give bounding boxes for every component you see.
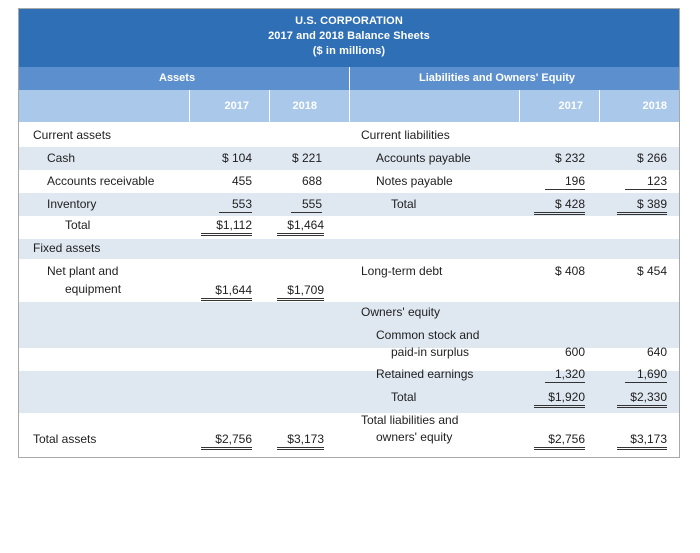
common-stock-label: Common stock and [376, 328, 480, 342]
total-assets-2017: $2,756 [201, 432, 252, 450]
ltd-2017: $ 408 [554, 264, 585, 278]
retained-earnings-2018: 1,690 [625, 367, 667, 383]
receivable-label: Accounts receivable [47, 174, 155, 188]
inventory-2017: 553 [219, 197, 252, 213]
liabilities-year-2017: 2017 [558, 100, 583, 112]
liab-total-2017: $ 428 [534, 197, 585, 215]
column-separator [189, 90, 190, 122]
common-stock-label-2: paid-in surplus [391, 345, 470, 359]
assets-total-label: Total [65, 218, 91, 232]
notes-label: Notes payable [376, 174, 453, 188]
tle-2018: $3,173 [617, 432, 667, 450]
total-assets-2018: $3,173 [277, 432, 324, 450]
units-note: ($ in millions) [312, 45, 386, 57]
table-title: U.S. CORPORATION 2017 and 2018 Balance S… [19, 9, 679, 67]
inventory-2018: 555 [291, 197, 322, 213]
notes-2018: 123 [625, 174, 667, 190]
year-header-row: 2017 2018 2017 2018 [19, 90, 679, 122]
section-header-row: Assets Liabilities and Owners' Equity [19, 67, 679, 90]
fixed-assets-heading: Fixed assets [33, 241, 101, 255]
retained-earnings-label: Retained earnings [376, 367, 474, 381]
common-stock-2017: 600 [564, 345, 585, 359]
shaded-row [19, 193, 679, 216]
net-plant-label: Net plant and [47, 264, 119, 278]
shaded-row [19, 239, 679, 259]
receivable-2018: 688 [301, 174, 322, 188]
tle-label-2: owners' equity [376, 430, 453, 444]
common-stock-2018: 640 [646, 345, 667, 359]
inventory-label: Inventory [47, 197, 97, 211]
receivable-2017: 455 [231, 174, 252, 188]
equity-total-2017: $1,920 [534, 390, 585, 408]
liab-total-2018: $ 389 [617, 197, 667, 215]
equity-total-label: Total [391, 390, 417, 404]
current-assets-heading: Current assets [33, 128, 112, 142]
net-plant-label-2: equipment [65, 282, 122, 296]
column-separator [349, 90, 350, 122]
net-plant-2018: $1,709 [277, 283, 324, 301]
payable-2018: $ 266 [636, 151, 667, 165]
retained-earnings-2017: 1,320 [545, 367, 585, 383]
assets-header: Assets [159, 72, 196, 84]
liabilities-header: Liabilities and Owners' Equity [419, 72, 576, 84]
column-separator [269, 90, 270, 122]
assets-total-2017: $1,112 [201, 218, 252, 236]
shaded-row [19, 147, 679, 170]
payable-label: Accounts payable [376, 151, 471, 165]
cash-label: Cash [47, 151, 76, 165]
assets-year-2017: 2017 [224, 100, 249, 112]
equity-total-2018: $2,330 [617, 390, 667, 408]
current-liabilities-heading: Current liabilities [361, 128, 450, 142]
tle-2017: $2,756 [534, 432, 585, 450]
assets-year-2018: 2018 [292, 100, 317, 112]
company-name: U.S. CORPORATION [295, 15, 403, 27]
liab-total-label: Total [391, 197, 417, 211]
notes-2017: 196 [545, 174, 585, 190]
owners-equity-heading: Owners' equity [361, 305, 440, 319]
cash-2018: $ 221 [291, 151, 322, 165]
tle-label: Total liabilities and [361, 413, 459, 427]
balance-sheet-table: U.S. CORPORATION 2017 and 2018 Balance S… [18, 8, 680, 458]
payable-2017: $ 232 [554, 151, 585, 165]
sheet-subtitle: 2017 and 2018 Balance Sheets [268, 30, 430, 42]
net-plant-2017: $1,644 [201, 283, 252, 301]
column-separator [599, 90, 600, 122]
assets-total-2018: $1,464 [277, 218, 324, 236]
column-separator [519, 90, 520, 122]
total-assets-label: Total assets [33, 432, 97, 446]
shaded-row [19, 302, 679, 348]
liabilities-year-2018: 2018 [642, 100, 667, 112]
ltd-2018: $ 454 [636, 264, 667, 278]
cash-2017: $ 104 [221, 151, 252, 165]
ltd-label: Long-term debt [361, 264, 443, 278]
column-separator [349, 67, 350, 90]
